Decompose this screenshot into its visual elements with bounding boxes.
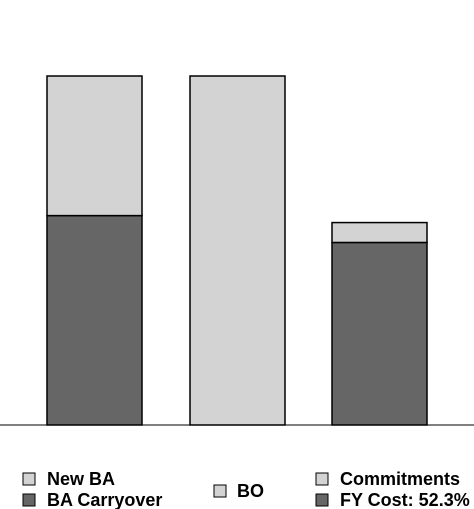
- bars-layer: [46, 75, 428, 426]
- legend-swatch-new-ba: [22, 472, 36, 486]
- legend: New BA BA Carryover BO Commitments FY Co…: [22, 469, 470, 509]
- legend-swatch-fy-cost: [315, 493, 329, 507]
- legend-label-ba-carryover: BA Carryover: [47, 490, 162, 509]
- legend-label-bo: BO: [237, 481, 264, 501]
- bar-3-segment-commitments: [331, 221, 428, 244]
- legend-label-commitments: Commitments: [340, 469, 460, 489]
- legend-swatch-commitments: [315, 472, 329, 486]
- legend-swatch-ba-carryover: [22, 493, 36, 507]
- bar-1-segment-ba-carryover: [46, 214, 143, 426]
- bar-3-segment-fy-cost-52-3: [331, 241, 428, 426]
- legend-label-fy-cost: FY Cost: 52.3%: [340, 490, 470, 509]
- bar-2-segment-bo: [189, 75, 286, 426]
- bar-1-segment-new-ba: [46, 75, 143, 217]
- legend-swatch-bo: [213, 484, 227, 498]
- legend-label-new-ba: New BA: [47, 469, 115, 489]
